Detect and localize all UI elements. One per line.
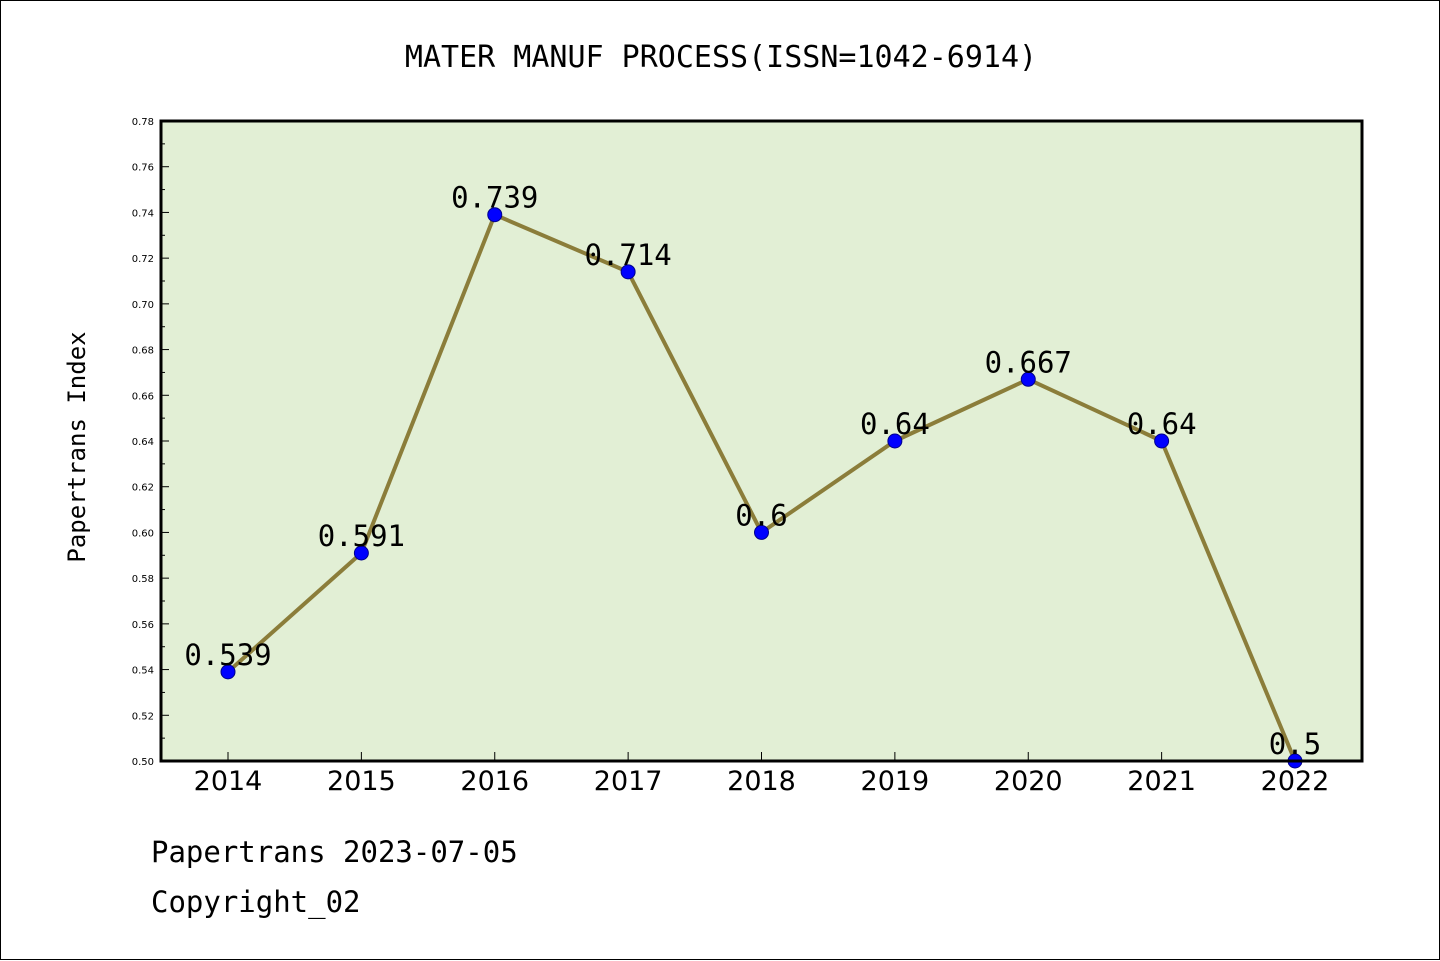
- data-point: [220, 664, 236, 680]
- data-point: [754, 524, 769, 540]
- y-tick-label: 0.76: [132, 163, 154, 174]
- y-tick-label: 0.60: [132, 528, 154, 539]
- x-tick-label: 2016: [460, 766, 529, 797]
- y-tick-label: 0.72: [132, 254, 154, 265]
- y-tick-label: 0.50: [132, 757, 154, 768]
- y-axis-label: Papertrans Index: [63, 331, 91, 562]
- plot-area: [161, 121, 1362, 761]
- y-tick-label: 0.64: [132, 437, 154, 448]
- x-tick-label: 2021: [1127, 766, 1196, 797]
- x-axis-ticks: 2014 2015 2016 2017 2018 2019 2020 2021 2022: [194, 752, 1330, 797]
- data-label: 0.5: [1269, 727, 1321, 761]
- data-point: [1020, 371, 1036, 387]
- y-tick-label: 0.70: [132, 300, 154, 311]
- x-tick-label: 2017: [594, 766, 663, 797]
- data-label: 0.739: [451, 181, 538, 215]
- data-label: 0.64: [860, 407, 930, 441]
- footer-copyright: Copyright_02: [151, 885, 361, 919]
- y-tick-label: 0.68: [132, 346, 154, 357]
- x-tick-label: 2020: [994, 766, 1063, 797]
- data-label: 0.539: [184, 638, 271, 672]
- data-point: [887, 433, 903, 449]
- data-label: 0.6: [735, 498, 787, 532]
- y-tick-label: 0.78: [132, 117, 154, 128]
- data-label: 0.714: [584, 238, 671, 272]
- y-tick-label: 0.62: [132, 483, 154, 494]
- markers-group: [220, 207, 1303, 769]
- y-tick-label: 0.74: [132, 208, 154, 219]
- data-label: 0.667: [985, 345, 1072, 379]
- chart-title: MATER MANUF PROCESS(ISSN=1042-6914): [405, 40, 1037, 75]
- x-tick-label: 2014: [194, 766, 263, 797]
- x-tick-label: 2015: [327, 766, 396, 797]
- data-labels-group: 0.539 0.591 0.739 0.714 0.6 0.64 0.667 0.64 0.5: [184, 181, 1321, 761]
- footer-date: Papertrans 2023-07-05: [151, 835, 518, 869]
- y-tick-label: 0.52: [132, 711, 154, 722]
- x-tick-label: 2022: [1261, 766, 1330, 797]
- y-tick-label: 0.58: [132, 574, 154, 585]
- y-axis-ticks: 0.50 0.52 0.54 0.56 0.58 0.60 0.62 0.64 0.66 0.68…: [132, 117, 169, 768]
- data-point: [487, 207, 503, 223]
- x-tick-label: 2019: [861, 766, 930, 797]
- data-point: [353, 545, 369, 561]
- y-tick-label: 0.54: [132, 666, 154, 677]
- y-tick-label: 0.66: [132, 391, 154, 402]
- data-label: 0.591: [318, 519, 405, 553]
- data-point: [1154, 433, 1170, 449]
- x-tick-label: 2018: [727, 766, 796, 797]
- y-tick-label: 0.56: [132, 620, 154, 631]
- plot-border: [159, 119, 1364, 763]
- data-point: [620, 264, 636, 280]
- data-label: 0.64: [1127, 407, 1197, 441]
